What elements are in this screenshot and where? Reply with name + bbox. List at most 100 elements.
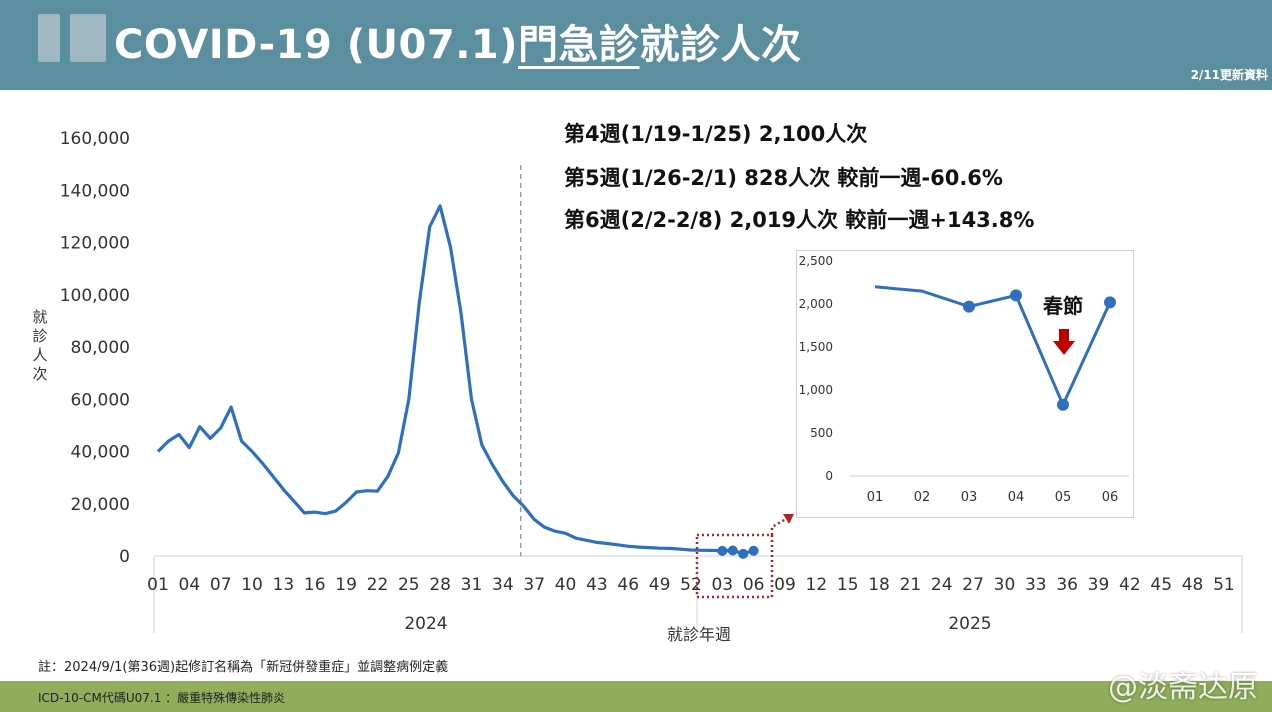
inset-chart: 0 500 1,000 1,500 2,000 2,500 01 02 03 04 05 06 春節 <box>799 254 1129 505</box>
inset-x-tick-label: 02 <box>914 490 931 505</box>
blurred-logo <box>38 14 60 62</box>
x-tick-label: 01 <box>147 575 169 595</box>
inset-series-line <box>874 285 1112 409</box>
x-tick-label: 45 <box>1150 575 1172 595</box>
inset-x-tick-label: 06 <box>1102 490 1119 505</box>
inset-y-tick-label: 2,500 <box>799 254 833 268</box>
summary-line-2: 第5週(1/26-2/1) 828人次 較前一週-60.6% <box>564 166 1003 190</box>
x-tick-label: 10 <box>241 575 263 595</box>
series-line <box>156 204 755 556</box>
y-tick-label: 0 <box>119 547 130 567</box>
x-tick-label: 49 <box>649 575 671 595</box>
x-tick-label: 39 <box>1088 575 1110 595</box>
y-axis-label: 就診人次 <box>32 308 47 383</box>
title-suffix: 就診人次 <box>639 22 802 68</box>
x-tick-label: 07 <box>210 575 232 595</box>
inset-x-tick-label: 03 <box>961 490 978 505</box>
title-underlined: 門急診 <box>518 22 640 68</box>
x-tick-label: 27 <box>962 575 984 595</box>
x-tick-label: 16 <box>304 575 326 595</box>
series-markers <box>717 545 759 559</box>
x-axis-ticks: 01 04 07 10 13 16 19 22 25 28 31 34 37 40 43 46 49 52 03 06… <box>147 575 1235 595</box>
inset-y-ticks: 0 500 1,000 1,500 2,000 2,500 <box>799 254 833 483</box>
spring-festival-label: 春節 <box>1042 294 1083 318</box>
page-title: COVID-19 (U07.1)門急診就診人次 <box>114 12 802 70</box>
inset-data-point <box>1104 296 1116 309</box>
x-tick-label: 12 <box>806 575 828 595</box>
year-label: 2024 <box>404 614 447 634</box>
title-prefix: COVID-19 (U07.1) <box>114 22 518 68</box>
x-tick-label: 03 <box>711 575 733 595</box>
inset-y-tick-label: 1,500 <box>799 340 833 354</box>
data-point <box>738 548 749 559</box>
y-tick-label: 120,000 <box>60 234 130 254</box>
y-axis-ticks: 0 20,000 40,000 60,000 80,000 100,000 120,000 1… <box>60 129 130 567</box>
y-tick-label: 160,000 <box>60 129 130 149</box>
x-tick-label: 18 <box>868 575 890 595</box>
x-tick-label: 43 <box>586 575 608 595</box>
x-tick-label: 40 <box>555 575 577 595</box>
highlight-box <box>695 533 774 599</box>
data-point <box>727 545 738 556</box>
x-tick-label: 06 <box>743 575 765 595</box>
x-axis-label: 就診年週 <box>667 625 731 644</box>
inset-markers <box>963 289 1116 411</box>
header-bar: COVID-19 (U07.1)門急診就診人次 2/11更新資料 <box>0 0 1272 90</box>
inset-data-point <box>1057 398 1069 411</box>
x-tick-label: 30 <box>994 575 1016 595</box>
data-point <box>748 545 759 556</box>
x-tick-label: 42 <box>1119 575 1141 595</box>
x-tick-label: 19 <box>335 575 357 595</box>
x-tick-label: 15 <box>837 575 859 595</box>
inset-data-point <box>963 300 975 313</box>
y-tick-label: 60,000 <box>71 390 130 410</box>
x-tick-label: 46 <box>617 575 639 595</box>
blurred-logo-2 <box>70 14 106 62</box>
inset-chart-frame: 0 500 1,000 1,500 2,000 2,500 01 02 03 04 05 06 春節 <box>796 250 1134 518</box>
x-tick-label: 52 <box>680 575 702 595</box>
x-tick-label: 09 <box>774 575 796 595</box>
year-label: 2025 <box>948 614 991 634</box>
highlight-arrow-line <box>770 517 787 535</box>
y-tick-label: 100,000 <box>60 286 130 306</box>
inset-x-ticks: 01 02 03 04 05 06 <box>867 490 1119 505</box>
x-tick-label: 33 <box>1025 575 1047 595</box>
footer-bar: ICD-10-CM代碼U07.1 ：嚴重特殊傳染性肺炎 <box>0 681 1272 712</box>
x-tick-label: 36 <box>1056 575 1078 595</box>
x-tick-label: 37 <box>523 575 545 595</box>
inset-y-tick-label: 500 <box>810 426 833 440</box>
x-tick-label: 21 <box>900 575 922 595</box>
update-note: 2/11更新資料 <box>1190 68 1268 82</box>
x-tick-label: 34 <box>492 575 514 595</box>
inset-y-tick-label: 1,000 <box>799 383 833 397</box>
inset-y-tick-label: 2,000 <box>799 297 833 311</box>
year-labels: 2024 2025 <box>404 614 991 634</box>
x-tick-label: 13 <box>273 575 295 595</box>
y-tick-label: 80,000 <box>71 338 130 358</box>
x-tick-label: 24 <box>931 575 953 595</box>
x-tick-label: 48 <box>1182 575 1204 595</box>
x-tick-label: 31 <box>461 575 483 595</box>
inset-x-tick-label: 01 <box>867 490 884 505</box>
x-tick-label: 22 <box>367 575 389 595</box>
y-tick-label: 40,000 <box>71 443 130 463</box>
inset-x-tick-label: 04 <box>1008 490 1025 505</box>
main-chart: 0 20,000 40,000 60,000 80,000 100,000 120,000 1… <box>32 129 1243 644</box>
down-arrow-icon <box>1053 329 1075 355</box>
footnote: 註：2024/9/1(第36週)起修訂名稱為「新冠併發重症」並調整病例定義 <box>38 660 449 675</box>
watermark: @淡斋达原 <box>1108 670 1258 705</box>
summary-line-1: 第4週(1/19-1/25) 2,100人次 <box>564 122 868 146</box>
y-tick-label: 20,000 <box>71 495 130 515</box>
x-tick-label: 51 <box>1213 575 1235 595</box>
inset-data-point <box>1010 289 1022 302</box>
summary-line-3: 第6週(2/2-2/8) 2,019人次 較前一週+143.8% <box>564 208 1035 232</box>
axis-lines <box>153 165 1243 633</box>
y-tick-label: 140,000 <box>60 181 130 201</box>
highlight-arrow-head <box>783 514 794 524</box>
inset-y-tick-label: 0 <box>825 469 833 483</box>
footer-text: ICD-10-CM代碼U07.1 ：嚴重特殊傳染性肺炎 <box>38 691 286 705</box>
data-point <box>717 545 728 556</box>
x-tick-label: 04 <box>179 575 201 595</box>
inset-x-tick-label: 05 <box>1055 490 1072 505</box>
x-tick-label: 25 <box>398 575 420 595</box>
